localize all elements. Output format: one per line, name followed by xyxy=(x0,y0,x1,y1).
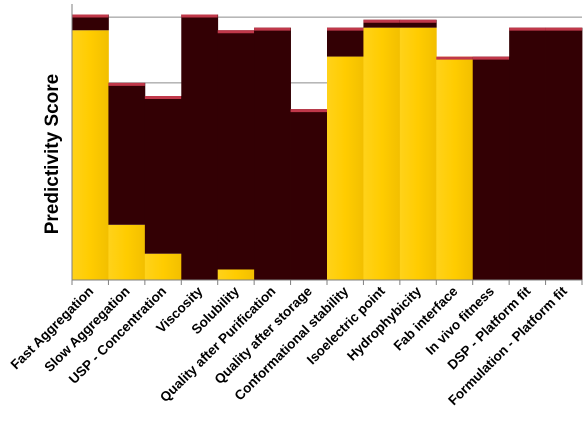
bar-segment-maroon xyxy=(254,27,291,281)
bar-segment-yellow xyxy=(327,56,364,281)
bar-segment-maroon xyxy=(545,27,583,281)
bar-segment-maroon xyxy=(509,27,546,281)
bar-segment-yellow xyxy=(363,27,401,281)
bar-segment-yellow xyxy=(217,269,255,280)
bar-segment-maroon xyxy=(108,82,146,225)
bar-segment-maroon xyxy=(181,14,219,281)
bar-segment-yellow xyxy=(108,224,146,280)
bar-segment-yellow xyxy=(436,56,474,281)
y-axis-label: Predictivity Score xyxy=(42,74,63,235)
bar-segment-yellow xyxy=(144,253,182,280)
bar-segment-maroon xyxy=(472,56,510,281)
bar-segment-maroon xyxy=(399,19,437,28)
bar-segment-maroon xyxy=(327,27,364,57)
bar-segment-maroon xyxy=(363,19,401,28)
axes xyxy=(71,4,583,285)
bar-segment-maroon xyxy=(144,96,182,254)
bar-segment-maroon xyxy=(217,30,255,270)
bar-segment-maroon xyxy=(290,109,328,281)
bar-segment-yellow xyxy=(72,30,109,280)
bar-segment-maroon xyxy=(72,14,109,31)
bar-segment-yellow xyxy=(399,27,437,281)
bars xyxy=(72,14,583,281)
